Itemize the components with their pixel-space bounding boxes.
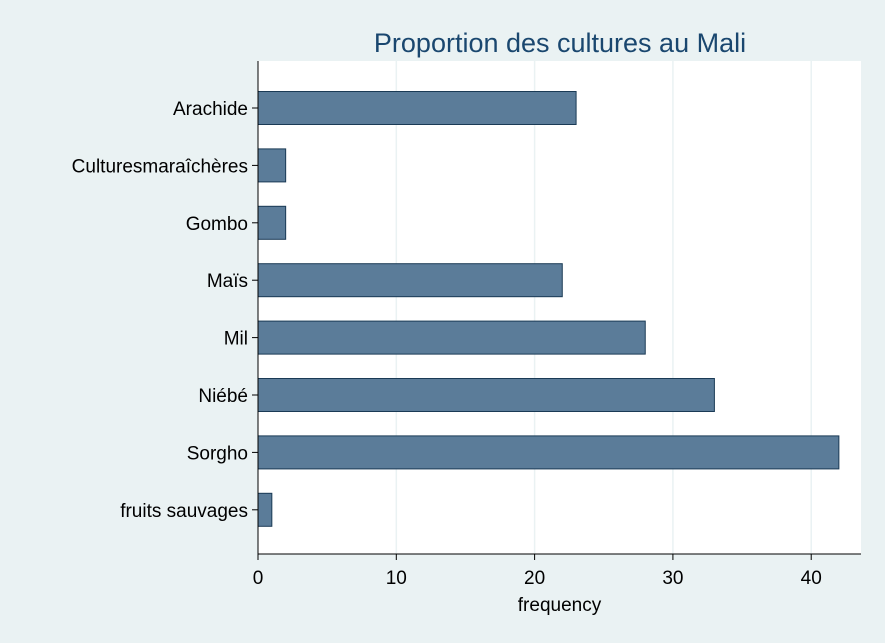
x-tick-label: 10 bbox=[386, 568, 407, 589]
category-label: Niébé bbox=[198, 386, 248, 407]
category-label: Sorgho bbox=[187, 443, 248, 464]
x-tick-label: 0 bbox=[253, 568, 264, 589]
bar-2 bbox=[257, 205, 287, 240]
bar-7 bbox=[257, 492, 273, 527]
bar-6 bbox=[257, 435, 840, 470]
bar-5 bbox=[257, 378, 715, 412]
category-label: Arachide bbox=[173, 99, 248, 120]
category-label: Culturesmaraîchères bbox=[72, 156, 248, 177]
plot-area bbox=[258, 61, 861, 554]
category-label: Mil bbox=[224, 329, 248, 350]
axes bbox=[257, 61, 861, 555]
bar-3 bbox=[257, 263, 563, 298]
chart-title: Proportion des cultures au Mali bbox=[374, 28, 746, 58]
x-tick-labels: 0 10 20 30 40 bbox=[253, 554, 822, 589]
category-label: fruits sauvages bbox=[120, 501, 248, 522]
x-tick-label: 30 bbox=[662, 568, 683, 589]
category-labels: Arachide Culturesmaraîchères Gombo Maïs Mil N… bbox=[72, 99, 258, 522]
category-label: Gombo bbox=[186, 214, 248, 235]
bar-1 bbox=[257, 148, 287, 183]
bars bbox=[257, 91, 840, 527]
gridlines bbox=[395, 61, 812, 554]
x-tick-label: 20 bbox=[524, 568, 545, 589]
category-label: Maïs bbox=[207, 271, 248, 292]
bar-4 bbox=[257, 320, 646, 355]
x-tick-label: 40 bbox=[801, 568, 822, 589]
x-axis-label: frequency bbox=[518, 595, 602, 616]
bar-0 bbox=[257, 91, 577, 125]
